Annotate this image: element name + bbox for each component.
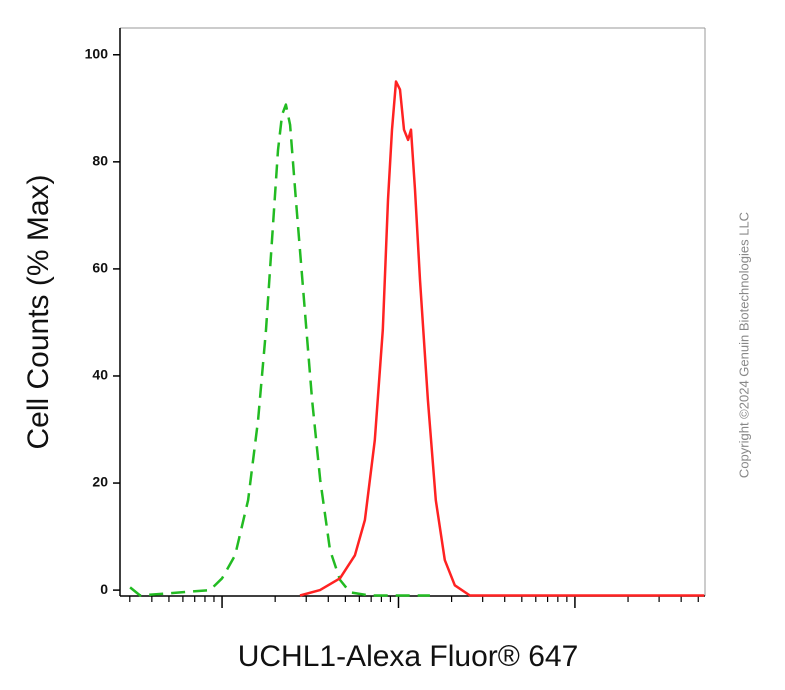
x-axis-label: UCHL1-Alexa Fluor® 647 bbox=[238, 640, 579, 673]
y-tick-label: 20 bbox=[92, 474, 108, 490]
histogram-line bbox=[299, 80, 705, 597]
y-tick-label: 80 bbox=[92, 153, 108, 169]
copyright: Copyright ©2024 Genuin Biotechnologies L… bbox=[736, 212, 751, 478]
y-tick-label: 0 bbox=[100, 581, 108, 597]
y-axis-label: Cell Counts (% Max) bbox=[22, 174, 55, 449]
histogram-line bbox=[129, 103, 430, 597]
y-tick-label: 60 bbox=[92, 260, 108, 276]
y-tick-label: 100 bbox=[85, 45, 109, 61]
y-tick-label: 40 bbox=[92, 367, 108, 383]
